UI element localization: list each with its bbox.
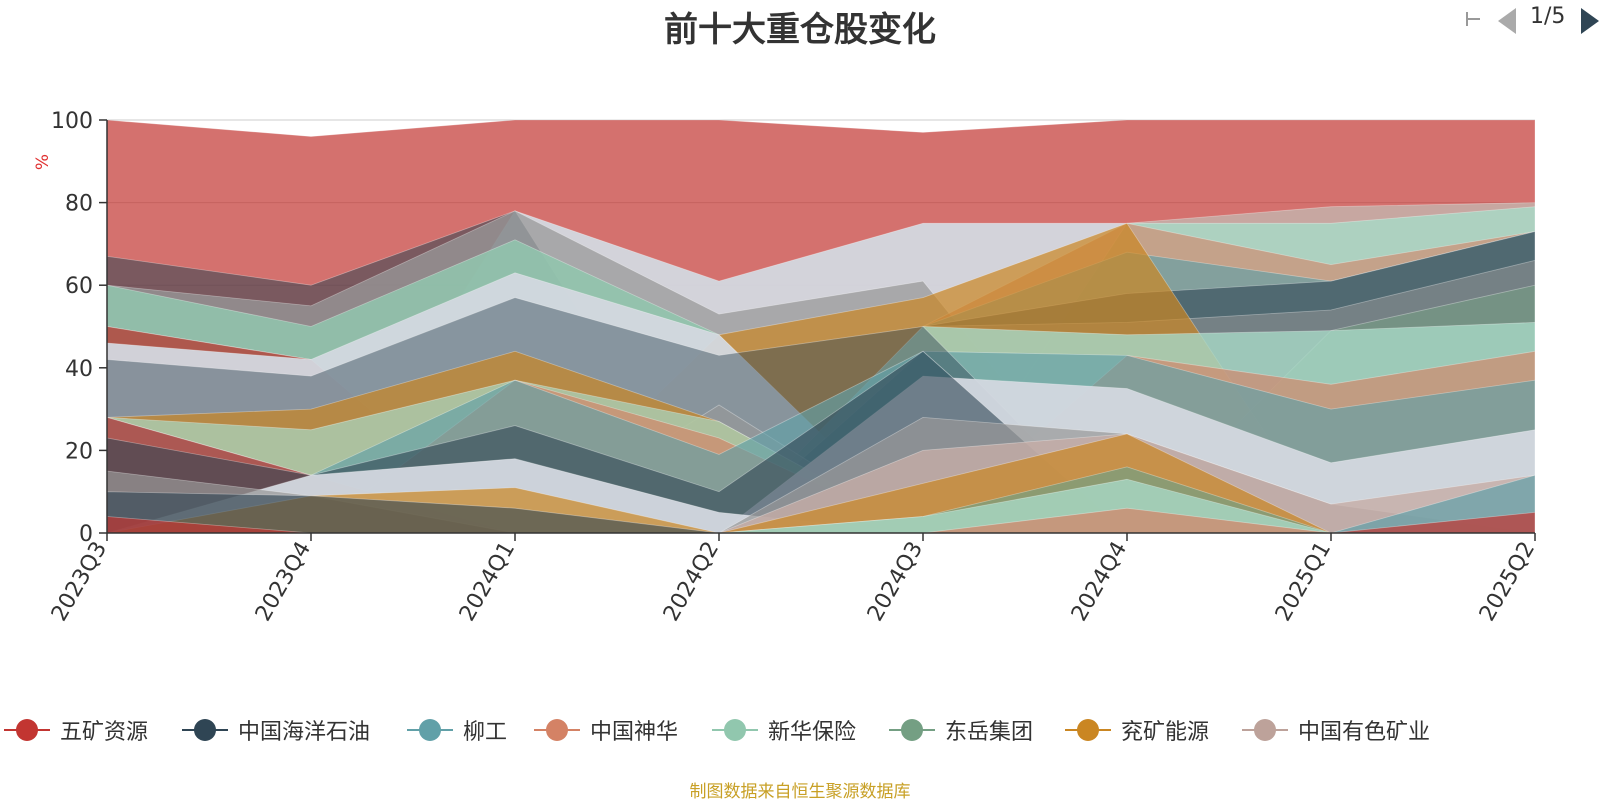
- legend-item-2[interactable]: 柳工: [405, 712, 507, 748]
- x-tick-label-6: 2025Q1: [1271, 538, 1336, 626]
- chart-title: 前十大重仓股变化: [664, 10, 936, 50]
- x-tick-label-2: 2024Q1: [455, 538, 520, 626]
- x-tick-label-3: 2024Q2: [659, 538, 724, 626]
- y-tick-label-4: 80: [65, 192, 93, 217]
- legend-label: 中国神华: [590, 720, 679, 745]
- area-series-group: [106, 119, 1536, 534]
- y-tick-label-0: 0: [79, 522, 93, 547]
- legend-label: 新华保险: [768, 720, 857, 745]
- legend-item-1[interactable]: 中国海洋石油: [180, 712, 370, 748]
- legend-item-truncated[interactable]: [1462, 0, 1480, 36]
- legend-next-page-icon[interactable]: [1581, 8, 1599, 34]
- x-tick-label-5: 2024Q4: [1067, 538, 1132, 626]
- area-chart: 0 20 40 60 80 100 2023Q3 2023Q4 2024Q1 2024Q2 2024…: [33, 109, 1540, 626]
- legend-label: 五矿资源: [60, 720, 149, 745]
- legend-page-indicator: 1/5: [1530, 4, 1566, 29]
- legend-item-5[interactable]: 东岳集团: [887, 712, 1033, 748]
- y-axis-label: %: [33, 154, 53, 170]
- legend-swatch-icon: [710, 717, 760, 743]
- legend-label: 兖矿能源: [1121, 720, 1210, 745]
- x-tick-label-1: 2023Q4: [251, 538, 316, 626]
- legend-swatch-icon: [532, 717, 582, 743]
- legend-swatch-icon: [405, 717, 455, 743]
- x-tick-label-0: 2023Q3: [47, 538, 112, 626]
- y-tick-label-5: 100: [51, 109, 93, 134]
- y-tick-label-2: 40: [65, 357, 93, 382]
- source-note: 制图数据来自恒生聚源数据库: [689, 782, 911, 802]
- legend-label: 东岳集团: [945, 720, 1034, 745]
- legend-swatch-icon: [2, 717, 52, 743]
- legend-item-7[interactable]: 中国有色矿业: [1240, 712, 1430, 748]
- legend-label: 柳工: [463, 720, 508, 745]
- legend-swatch-icon: [1240, 717, 1290, 743]
- legend-item-0[interactable]: 五矿资源: [2, 712, 148, 748]
- x-tick-label-4: 2024Q3: [863, 538, 928, 626]
- legend-label: 中国海洋石油: [238, 720, 371, 745]
- legend: 五矿资源 中国海洋石油 柳工 中国神华 新华保险 东岳集团 兖矿能源 中国有色矿业: [0, 712, 1600, 748]
- legend-item-3[interactable]: 中国神华: [532, 712, 678, 748]
- y-tick-label-1: 20: [65, 439, 93, 464]
- legend-label: 中国有色矿业: [1298, 720, 1431, 745]
- y-tick-label-3: 60: [65, 274, 93, 299]
- legend-item-6[interactable]: 兖矿能源: [1063, 712, 1209, 748]
- legend-swatch-icon: [1063, 717, 1113, 743]
- legend-swatch-icon: [180, 717, 230, 743]
- legend-prev-page-icon[interactable]: [1498, 8, 1516, 34]
- legend-swatch-icon: [887, 717, 937, 743]
- legend-item-4[interactable]: 新华保险: [710, 712, 856, 748]
- x-tick-label-7: 2025Q2: [1475, 538, 1540, 626]
